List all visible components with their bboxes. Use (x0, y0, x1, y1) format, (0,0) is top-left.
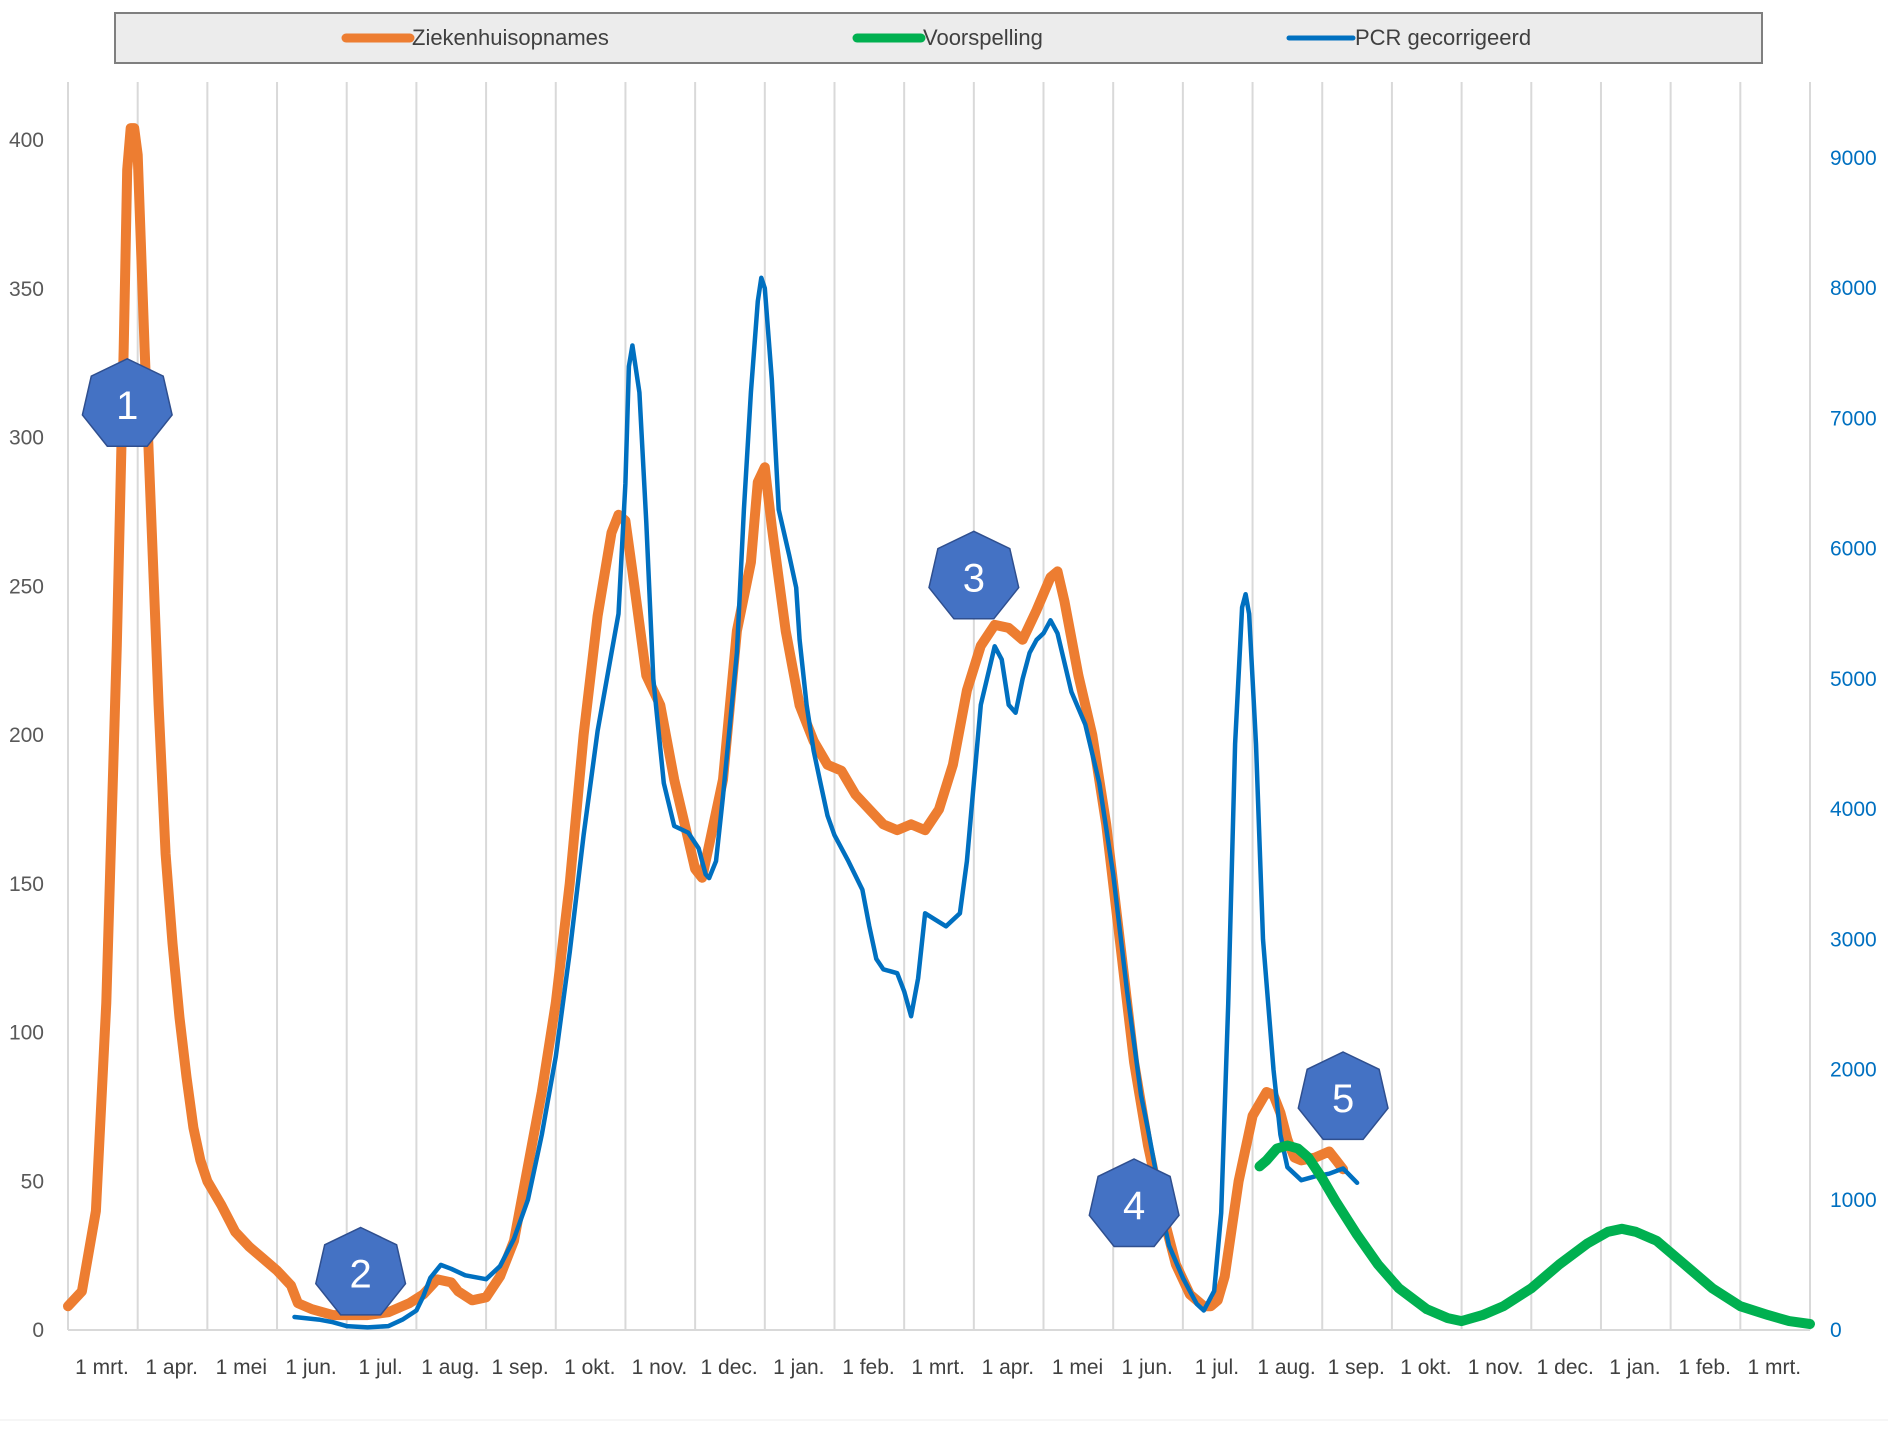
y-left-tick-label: 250 (9, 575, 44, 598)
x-tick-label: 1 mei (216, 1356, 267, 1379)
y-left-tick-label: 400 (9, 129, 44, 152)
x-tick-label: 1 sep. (1328, 1356, 1385, 1379)
series-line-1 (63, 123, 1349, 1321)
x-tick-label: 1 jan. (1609, 1356, 1660, 1379)
x-tick-label: 1 dec. (701, 1356, 758, 1379)
grid (67, 82, 1811, 1330)
axes: 0501001502002503003504000100020003000400… (0, 129, 1888, 1421)
x-tick-label: 1 sep. (491, 1356, 548, 1379)
y-left-tick-label: 150 (9, 873, 44, 896)
x-tick-label: 1 jun. (285, 1356, 336, 1379)
annotation-marker (1297, 1051, 1389, 1141)
y-right-tick-label: 2000 (1830, 1059, 1877, 1082)
y-left-tick-label: 350 (9, 278, 44, 301)
annotation-marker-label: 3 (963, 556, 985, 600)
x-tick-label: 1 mrt. (911, 1356, 965, 1379)
legend-label: Voorspelling (923, 25, 1043, 50)
x-tick-label: 1 nov. (1468, 1356, 1524, 1379)
y-right-tick-label: 3000 (1830, 928, 1877, 951)
annotation-marker-label: 1 (116, 384, 138, 428)
annotation-marker-label: 4 (1123, 1184, 1145, 1228)
x-tick-label: 1 mei (1052, 1356, 1103, 1379)
x-tick-label: 1 feb. (1678, 1356, 1731, 1379)
x-tick-label: 1 dec. (1537, 1356, 1594, 1379)
y-left-tick-label: 50 (21, 1170, 44, 1193)
series-line-3 (292, 275, 1360, 1330)
y-left-tick-label: 200 (9, 724, 44, 747)
series (63, 123, 1815, 1330)
annotation-marker (81, 357, 173, 447)
annotation-markers: 1 2 3 4 5 (81, 357, 1389, 1316)
series-line-2 (1254, 1140, 1815, 1329)
x-tick-label: 1 okt. (564, 1356, 615, 1379)
y-right-tick-label: 1000 (1830, 1189, 1877, 1212)
y-right-tick-label: 0 (1830, 1319, 1842, 1342)
annotation-marker-label: 5 (1332, 1077, 1354, 1121)
annotation-marker (928, 530, 1020, 620)
legend: Ziekenhuisopnames Voorspelling PCR gecorri… (114, 12, 1763, 64)
x-tick-label: 1 mrt. (1747, 1356, 1801, 1379)
annotation-marker-label: 2 (350, 1252, 372, 1296)
x-tick-label: 1 apr. (145, 1356, 198, 1379)
x-tick-label: 1 jul. (359, 1356, 403, 1379)
x-tick-label: 1 jan. (773, 1356, 824, 1379)
x-tick-label: 1 apr. (982, 1356, 1035, 1379)
x-tick-label: 1 jun. (1122, 1356, 1173, 1379)
y-right-tick-label: 5000 (1830, 668, 1877, 691)
x-tick-label: 1 feb. (842, 1356, 895, 1379)
annotation-marker (1088, 1158, 1180, 1248)
x-tick-label: 1 aug. (1257, 1356, 1315, 1379)
y-left-tick-label: 100 (9, 1022, 44, 1045)
x-tick-label: 1 nov. (632, 1356, 688, 1379)
legend-label: Ziekenhuisopnames (412, 25, 609, 50)
y-right-tick-label: 8000 (1830, 277, 1877, 300)
y-left-tick-label: 0 (32, 1319, 44, 1342)
x-tick-label: 1 aug. (421, 1356, 479, 1379)
y-right-tick-label: 6000 (1830, 538, 1877, 561)
x-tick-label: 1 okt. (1400, 1356, 1451, 1379)
y-left-tick-label: 300 (9, 427, 44, 450)
x-tick-label: 1 jul. (1195, 1356, 1239, 1379)
y-right-tick-label: 9000 (1830, 147, 1877, 170)
y-right-tick-label: 7000 (1830, 407, 1877, 430)
x-tick-label: 1 mrt. (75, 1356, 129, 1379)
y-right-tick-label: 4000 (1830, 798, 1877, 821)
annotation-marker (314, 1226, 407, 1316)
legend-label: PCR gecorrigeerd (1355, 25, 1531, 50)
